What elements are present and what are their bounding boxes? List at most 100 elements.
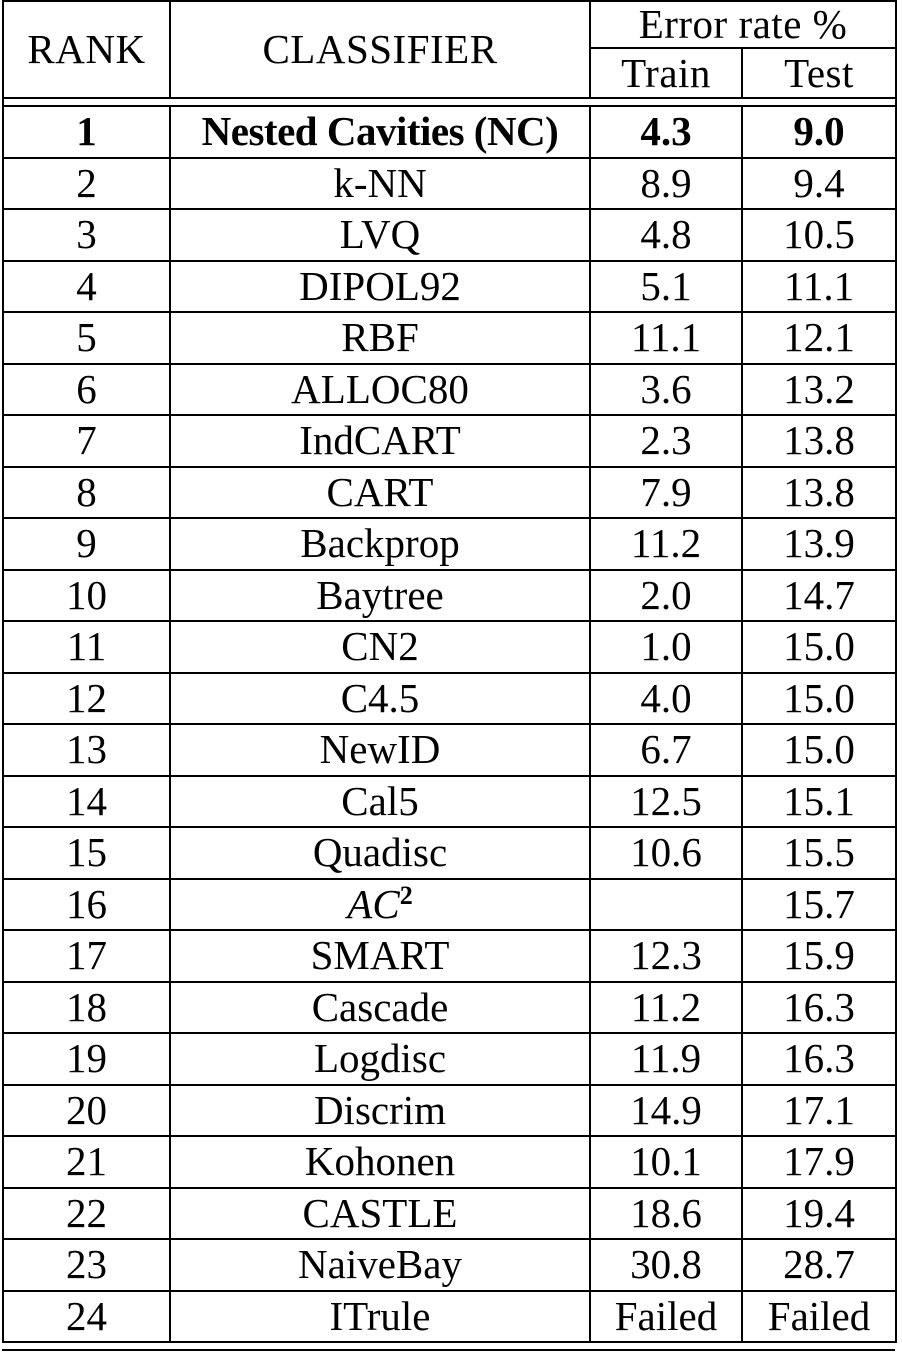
classifier-cell: Quadisc xyxy=(169,826,591,880)
rank-cell: 7 xyxy=(2,414,171,468)
train-error-cell: 6.7 xyxy=(589,723,743,777)
classifier-cell: AC2 xyxy=(169,877,591,931)
classifier-cell: CN2 xyxy=(169,620,591,674)
rank-cell: 6 xyxy=(2,362,171,416)
subheader-row: Train Test xyxy=(3,47,898,99)
rank-cell: 21 xyxy=(2,1135,171,1189)
rank-cell: 9 xyxy=(2,517,171,571)
classifier-cell: Cal5 xyxy=(169,774,591,828)
test-error-cell: 15.7 xyxy=(740,877,898,931)
classifier-cell: Discrim xyxy=(169,1083,591,1137)
test-error-cell: 13.8 xyxy=(740,414,898,468)
train-error-cell: 12.3 xyxy=(589,929,743,983)
classifier-cell: Baytree xyxy=(169,568,591,622)
rank-cell: 12 xyxy=(2,671,171,725)
test-error-cell: 10.5 xyxy=(740,208,898,262)
classifier-cell: SMART xyxy=(169,929,591,983)
table-row: 18 Cascade 11.2 16.3 xyxy=(2,980,898,1034)
table-row: 10 Baytree 2.0 14.7 xyxy=(2,568,898,622)
train-error-cell: 1.0 xyxy=(589,620,743,674)
train-error-cell: 11.2 xyxy=(589,980,743,1034)
table-row: 16 AC2 15.7 xyxy=(2,877,898,931)
classifier-cell: Backprop xyxy=(169,517,591,571)
table-row: 17 SMART 12.3 15.9 xyxy=(2,929,898,983)
table-bottom-double-rule xyxy=(2,1349,895,1351)
train-error-cell: 11.2 xyxy=(589,517,743,571)
rank-cell: 16 xyxy=(2,877,171,931)
test-error-cell: 12.1 xyxy=(740,311,898,365)
train-error-cell: 10.6 xyxy=(589,826,743,880)
test-error-cell: 28.7 xyxy=(740,1238,898,1292)
classifier-cell: NaiveBay xyxy=(169,1238,591,1292)
classifier-math-name: AC xyxy=(347,880,400,927)
test-error-cell: 13.8 xyxy=(740,465,898,519)
header-row: RANK CLASSIFIER Error rate % xyxy=(2,0,898,99)
classifier-cell: RBF xyxy=(169,311,591,365)
train-error-cell: 4.0 xyxy=(589,671,743,725)
train-error-cell: 18.6 xyxy=(589,1186,743,1240)
train-error-cell: 30.8 xyxy=(589,1238,743,1292)
rank-cell: 19 xyxy=(2,1032,171,1086)
test-error-cell: 15.9 xyxy=(740,929,898,983)
table-row: 15 Quadisc 10.6 15.5 xyxy=(2,826,898,880)
table-row: 14 Cal5 12.5 15.1 xyxy=(2,774,898,828)
train-error-cell: 11.1 xyxy=(589,311,743,365)
classifier-cell: IndCART xyxy=(169,414,591,468)
train-error-cell: 3.6 xyxy=(589,362,743,416)
table-row: 20 Discrim 14.9 17.1 xyxy=(2,1083,898,1137)
table-row: 7 IndCART 2.3 13.8 xyxy=(2,414,898,468)
rank-cell: 20 xyxy=(2,1083,171,1137)
train-error-cell: 12.5 xyxy=(589,774,743,828)
classifier-superscript: 2 xyxy=(399,880,413,910)
rank-cell: 11 xyxy=(2,620,171,674)
table-row: 1 Nested Cavities (NC) 4.3 9.0 xyxy=(2,105,898,159)
test-error-cell: 11.1 xyxy=(740,259,898,313)
table-row: 21 Kohonen 10.1 17.9 xyxy=(2,1135,898,1189)
train-error-cell: 4.3 xyxy=(589,105,743,159)
rank-cell: 1 xyxy=(2,105,171,159)
table-row: 12 C4.5 4.0 15.0 xyxy=(2,671,898,725)
train-error-cell: 14.9 xyxy=(589,1083,743,1137)
test-error-cell: 14.7 xyxy=(740,568,898,622)
rank-cell: 22 xyxy=(2,1186,171,1240)
rank-cell: 14 xyxy=(2,774,171,828)
train-error-cell: 10.1 xyxy=(589,1135,743,1189)
rank-cell: 17 xyxy=(2,929,171,983)
train-error-cell: 2.0 xyxy=(589,568,743,622)
test-error-cell: 16.3 xyxy=(740,1032,898,1086)
train-error-cell: 4.8 xyxy=(589,208,743,262)
train-error-cell xyxy=(589,877,743,931)
classifier-cell: k-NN xyxy=(169,156,591,210)
test-error-cell: 13.9 xyxy=(740,517,898,571)
test-error-cell: 19.4 xyxy=(740,1186,898,1240)
table-row: 2 k-NN 8.9 9.4 xyxy=(2,156,898,210)
rank-cell: 18 xyxy=(2,980,171,1034)
test-error-cell: 9.0 xyxy=(740,105,898,159)
train-error-cell: 8.9 xyxy=(589,156,743,210)
table-row: 13 NewID 6.7 15.0 xyxy=(2,723,898,777)
classifier-cell: CASTLE xyxy=(169,1186,591,1240)
classifier-cell: Kohonen xyxy=(169,1135,591,1189)
double-rule-spacer xyxy=(1,97,898,107)
test-error-cell: 15.0 xyxy=(740,723,898,777)
classifier-cell: NewID xyxy=(169,723,591,777)
rank-cell: 5 xyxy=(2,311,171,365)
table-row: 9 Backprop 11.2 13.9 xyxy=(2,517,898,571)
test-error-cell: 15.0 xyxy=(740,620,898,674)
rank-cell: 3 xyxy=(2,208,171,262)
table-row: 5 RBF 11.1 12.1 xyxy=(2,311,898,365)
rank-cell: 10 xyxy=(2,568,171,622)
test-header: Test xyxy=(740,47,898,99)
test-error-cell: 17.9 xyxy=(740,1135,898,1189)
train-error-cell: Failed xyxy=(589,1289,743,1343)
table-row: 24 ITrule Failed Failed xyxy=(2,1289,898,1343)
train-header: Train xyxy=(589,47,743,99)
classifier-cell: ITrule xyxy=(169,1289,591,1343)
test-error-cell: 16.3 xyxy=(740,980,898,1034)
table-row: 6 ALLOC80 3.6 13.2 xyxy=(2,362,898,416)
classifier-cell: Nested Cavities (NC) xyxy=(169,105,591,159)
train-error-cell: 7.9 xyxy=(589,465,743,519)
classifier-cell: DIPOL92 xyxy=(169,259,591,313)
